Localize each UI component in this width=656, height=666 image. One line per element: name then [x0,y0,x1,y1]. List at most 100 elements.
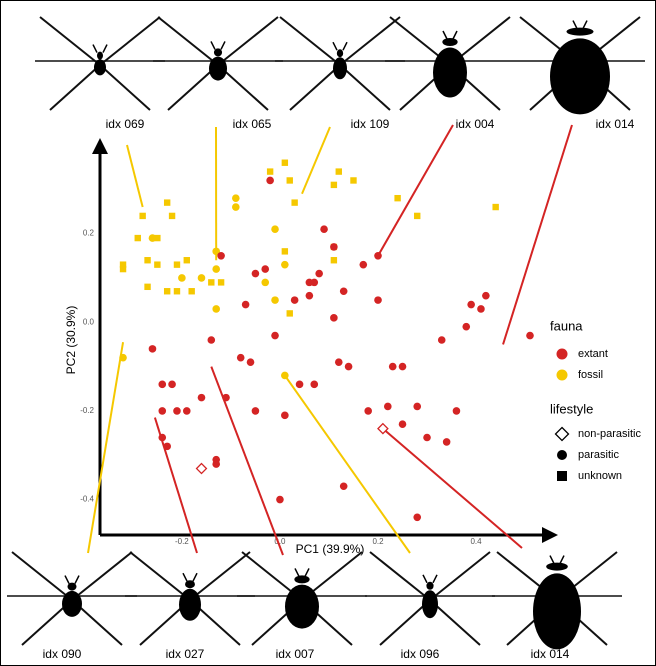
point [212,305,220,313]
point [340,287,348,295]
annotation-label: idx 014 [531,647,570,661]
point [212,265,220,273]
point [330,243,338,251]
point [271,296,279,304]
point [208,279,214,285]
point [315,270,323,278]
silhouette-head [442,38,457,46]
silhouette-head [546,563,568,571]
x-tick-label: 0.4 [470,537,482,546]
annotation-label: idx 069 [106,117,145,131]
point [310,381,318,389]
point [266,177,274,185]
point [394,195,400,201]
point [164,288,170,294]
legend-label: non-parasitic [578,428,641,440]
silhouette-body [285,585,319,629]
point [291,199,297,205]
y-tick-label: 0.0 [83,317,95,326]
point [198,274,206,282]
legend-swatch [557,471,567,481]
point [482,292,490,300]
point [296,381,304,389]
point [330,314,338,322]
annotation-label: idx 014 [596,117,635,131]
point [174,261,180,267]
point [492,204,498,210]
point [345,363,353,371]
point [252,270,260,278]
point [340,482,348,490]
silhouette-body [550,38,610,114]
x-axis-label: PC1 (39.9%) [296,542,365,556]
annotation-label: idx 007 [276,647,315,661]
point [158,407,166,415]
silhouette-body [94,59,106,75]
annotation-label: idx 027 [166,647,205,661]
legend-swatch [557,450,567,460]
annotation-label: idx 109 [351,117,390,131]
point [169,213,175,219]
point [158,434,166,442]
silhouette-head [214,48,222,56]
point [222,394,230,402]
point [281,372,289,380]
point [163,443,171,451]
point [267,168,273,174]
legend-swatch [557,370,568,381]
silhouette-body [422,590,438,618]
silhouette-head [97,52,103,60]
point [144,284,150,290]
annotation-label: idx 065 [233,117,272,131]
silhouette-body [62,591,82,617]
silhouette-head [567,28,594,36]
legend-title: lifestyle [550,401,593,416]
point [252,407,260,415]
point [282,248,288,254]
point [271,225,279,233]
point [335,358,343,366]
silhouette-body [533,573,581,649]
point [207,336,215,344]
silhouette-body [209,57,227,81]
point [462,323,470,331]
point [282,160,288,166]
point [331,182,337,188]
point [287,310,293,316]
point [149,345,157,353]
point [120,266,126,272]
point [232,203,240,211]
point [336,168,342,174]
silhouette-body [333,57,347,79]
point [443,438,451,446]
point [158,381,166,389]
point [237,354,245,362]
point [453,407,461,415]
point [119,354,127,362]
point [184,257,190,263]
point [247,358,255,366]
point [261,279,269,287]
point [438,336,446,344]
y-tick-label: 0.2 [83,229,95,238]
legend-label: parasitic [578,449,619,461]
point [135,235,141,241]
point [242,301,250,309]
point [364,407,372,415]
point [183,407,191,415]
point [218,279,224,285]
point [149,234,157,242]
point [139,213,145,219]
point [287,177,293,183]
point [188,288,194,294]
annotation-label: idx 096 [401,647,440,661]
point [178,274,186,282]
silhouette-body [179,589,201,621]
point [144,257,150,263]
point [399,363,407,371]
point [477,305,485,313]
legend-title: fauna [550,318,583,333]
point [168,381,176,389]
point [164,199,170,205]
point [276,496,284,504]
